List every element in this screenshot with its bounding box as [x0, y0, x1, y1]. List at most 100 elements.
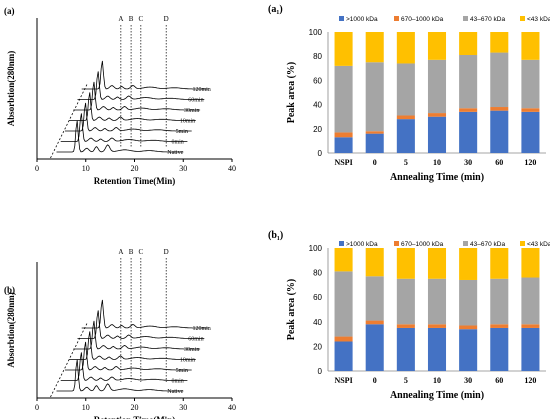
- y-tick-label: 80: [313, 52, 322, 61]
- bar-120-1: [521, 324, 540, 328]
- bar-60-3: [490, 32, 509, 53]
- trace-label: Native: [167, 389, 183, 395]
- category-label: 120: [524, 158, 536, 167]
- bar-0-3: [365, 32, 384, 63]
- peak-marker-label: A: [118, 15, 123, 23]
- trace-30min: [73, 320, 201, 350]
- trace-label: 60min: [188, 337, 203, 343]
- y-tick-label: 40: [313, 101, 322, 110]
- trace-0min: [60, 113, 188, 142]
- stacked-bar-a1: (a₁) >1000 kDa 670–1000 kDa 43–670 kDa <43 k…: [268, 4, 550, 183]
- bar-0-1: [365, 131, 384, 134]
- y-tick-label: 80: [313, 269, 322, 278]
- bar-60-1: [490, 324, 509, 328]
- x-tick-label: 20: [131, 403, 139, 412]
- bar-10-1: [427, 113, 447, 117]
- y-tick-label: 100: [309, 28, 323, 37]
- bar-5-3: [396, 248, 415, 279]
- legend-entry: >1000 kDa: [346, 241, 378, 248]
- y-axis-label: Absorbtion(280nm): [6, 292, 16, 368]
- trace-label: 0min: [171, 140, 183, 146]
- trace-5min: [64, 102, 192, 132]
- trace-120min: [81, 299, 209, 329]
- trace-label: 30min: [184, 108, 199, 114]
- category-label: 10: [433, 376, 441, 385]
- x-axis-label: Retention Time(Min): [94, 176, 175, 186]
- bar-30-2: [459, 54, 478, 109]
- bar-0-2: [365, 276, 384, 321]
- bar-0-2: [365, 62, 384, 132]
- bar-nspi-2: [334, 65, 353, 133]
- category-label: NSPI: [334, 376, 352, 385]
- y-tick-label: 60: [313, 293, 322, 302]
- trace-native: [56, 359, 184, 392]
- trace-label: 30min: [184, 347, 199, 353]
- category-label: 30: [464, 376, 472, 385]
- bar-0-0: [365, 324, 384, 371]
- peak-marker-label: D: [164, 15, 169, 23]
- bar-30-0: [459, 111, 478, 153]
- bar-0-3: [365, 248, 384, 277]
- bar-5-3: [396, 32, 415, 64]
- bar-120-1: [521, 108, 540, 112]
- bar-30-2: [459, 279, 478, 326]
- bar-10-3: [427, 248, 447, 279]
- legend-entry: 43–670 kDa: [470, 241, 505, 248]
- legend-swatch: [394, 16, 399, 21]
- category-label: 0: [373, 376, 377, 385]
- bar-60-2: [490, 52, 509, 108]
- category-label: 0: [373, 158, 377, 167]
- trace-label: 10min: [180, 118, 195, 124]
- trace-label: 5min: [176, 129, 188, 135]
- trace-label: Native: [167, 150, 183, 156]
- y-tick-label: 40: [313, 318, 322, 327]
- category-label: 30: [464, 158, 472, 167]
- trace-label: 10min: [180, 358, 195, 364]
- trace-label: 5min: [176, 368, 188, 374]
- bar-120-2: [521, 59, 540, 109]
- peak-marker-label: D: [164, 248, 169, 256]
- category-label: NSPI: [334, 158, 352, 167]
- y-tick-label: 100: [309, 244, 323, 253]
- peak-marker-label: B: [129, 248, 134, 256]
- y-axis-label: Peak area (%): [286, 279, 297, 340]
- legend-entry: 43–670 kDa: [470, 16, 505, 23]
- peak-marker-label: C: [139, 15, 144, 23]
- x-tick-label: 20: [131, 164, 139, 173]
- bar-nspi-2: [334, 271, 353, 337]
- bar-30-1: [459, 108, 478, 112]
- peak-marker-label: B: [129, 15, 134, 23]
- bar-10-0: [427, 327, 447, 371]
- bar-60-0: [490, 327, 509, 371]
- bar-nspi-0: [334, 341, 353, 371]
- chromatogram-a: (a) 0 10 20 30 40 Retention Time(Min) Absorbtio…: [4, 6, 236, 186]
- legend: >1000 kDa 670–1000 kDa 43–670 kDa <43 kDa: [339, 16, 550, 23]
- legend-swatch: [463, 241, 468, 246]
- legend-swatch: [394, 241, 399, 246]
- category-label: 10: [433, 158, 441, 167]
- bar-5-0: [396, 327, 415, 371]
- bar-30-1: [459, 325, 478, 330]
- chromatogram-b: (b) 0 10 20 30 40 Retention Time(Min) Absorbtio…: [4, 248, 236, 419]
- bar-nspi-1: [334, 336, 353, 342]
- x-axis-label: Annealing Time (min): [390, 390, 484, 401]
- x-tick-label: 0: [35, 164, 39, 173]
- bar-0-0: [365, 133, 384, 153]
- panel-label: (a₁): [268, 4, 283, 15]
- bar-120-3: [521, 32, 540, 60]
- bar-10-2: [427, 278, 447, 325]
- y-tick-label: 0: [318, 367, 323, 376]
- legend-entry: >1000 kDa: [346, 16, 378, 23]
- trace-120min: [81, 60, 209, 90]
- bar-5-2: [396, 63, 415, 116]
- x-tick-label: 40: [228, 403, 236, 412]
- trace-5min: [64, 341, 192, 371]
- bar-10-0: [427, 116, 447, 153]
- bar-120-3: [521, 248, 540, 278]
- legend-swatch: [339, 16, 344, 21]
- panel-label: (b₁): [268, 230, 283, 241]
- y-axis-label: Peak area (%): [286, 62, 297, 123]
- bar-nspi-1: [334, 132, 353, 138]
- peak-marker-label: C: [139, 248, 144, 256]
